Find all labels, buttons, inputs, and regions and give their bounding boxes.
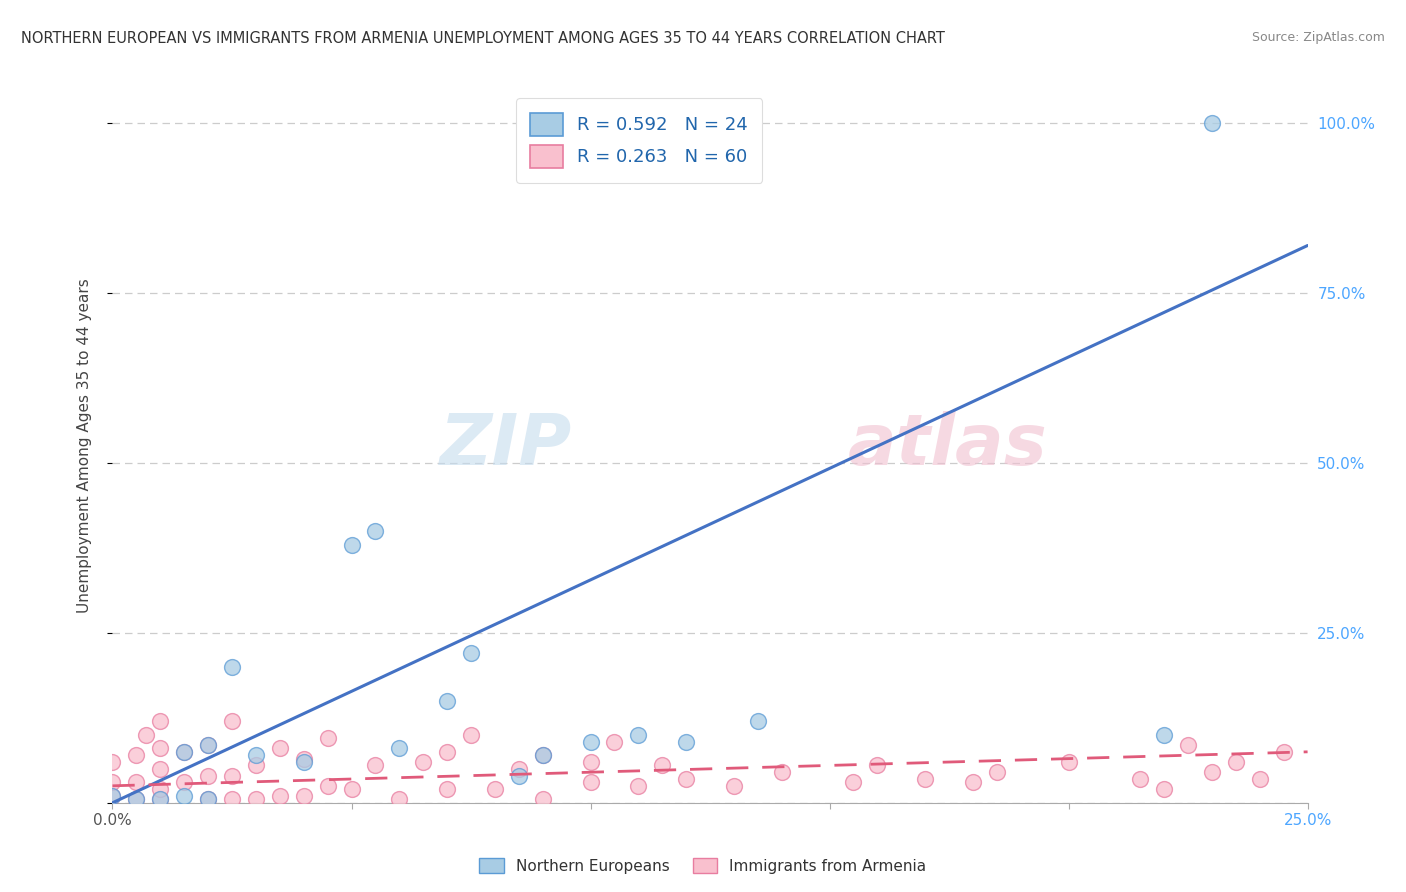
Point: [173, 775, 195, 789]
Point: [1153, 782, 1175, 797]
Point: [173, 745, 195, 759]
Point: [292, 755, 315, 769]
Point: [579, 775, 602, 789]
Point: [149, 782, 172, 797]
Point: [149, 714, 172, 729]
Point: [245, 748, 267, 763]
Point: [388, 792, 411, 806]
Point: [436, 745, 458, 759]
Point: [651, 758, 673, 772]
Point: [101, 789, 124, 803]
Text: ZIP: ZIP: [440, 411, 572, 481]
Point: [197, 792, 219, 806]
Point: [149, 762, 172, 776]
Point: [579, 755, 602, 769]
Point: [125, 792, 148, 806]
Point: [316, 731, 339, 746]
Point: [1129, 772, 1152, 786]
Point: [340, 782, 363, 797]
Legend: R = 0.592   N = 24, R = 0.263   N = 60: R = 0.592 N = 24, R = 0.263 N = 60: [516, 98, 762, 183]
Point: [101, 775, 124, 789]
Point: [579, 734, 602, 748]
Legend: Northern Europeans, Immigrants from Armenia: Northern Europeans, Immigrants from Arme…: [474, 852, 932, 880]
Point: [197, 738, 219, 752]
Point: [364, 758, 387, 772]
Point: [197, 738, 219, 752]
Point: [914, 772, 936, 786]
Point: [986, 765, 1008, 780]
Point: [675, 772, 697, 786]
Point: [531, 792, 554, 806]
Point: [149, 741, 172, 756]
Point: [149, 792, 172, 806]
Point: [675, 734, 697, 748]
Text: NORTHERN EUROPEAN VS IMMIGRANTS FROM ARMENIA UNEMPLOYMENT AMONG AGES 35 TO 44 YE: NORTHERN EUROPEAN VS IMMIGRANTS FROM ARM…: [21, 31, 945, 46]
Point: [531, 748, 554, 763]
Point: [723, 779, 745, 793]
Y-axis label: Unemployment Among Ages 35 to 44 years: Unemployment Among Ages 35 to 44 years: [77, 278, 91, 614]
Point: [412, 755, 434, 769]
Point: [555, 116, 578, 130]
Point: [1057, 755, 1080, 769]
Point: [388, 741, 411, 756]
Point: [747, 714, 769, 729]
Point: [1177, 738, 1199, 752]
Point: [221, 792, 243, 806]
Point: [245, 792, 267, 806]
Point: [101, 755, 124, 769]
Point: [484, 782, 506, 797]
Text: atlas: atlas: [848, 411, 1047, 481]
Point: [1225, 755, 1247, 769]
Point: [866, 758, 889, 772]
Point: [197, 769, 219, 783]
Point: [1249, 772, 1271, 786]
Point: [436, 694, 458, 708]
Text: Source: ZipAtlas.com: Source: ZipAtlas.com: [1251, 31, 1385, 45]
Point: [436, 782, 458, 797]
Point: [269, 789, 291, 803]
Point: [173, 745, 195, 759]
Point: [149, 792, 172, 806]
Point: [269, 741, 291, 756]
Point: [1272, 745, 1295, 759]
Point: [770, 765, 793, 780]
Point: [245, 758, 267, 772]
Point: [135, 728, 157, 742]
Point: [125, 775, 148, 789]
Point: [460, 728, 482, 742]
Point: [627, 728, 650, 742]
Point: [221, 660, 243, 674]
Point: [292, 789, 315, 803]
Point: [1201, 116, 1223, 130]
Point: [197, 792, 219, 806]
Point: [460, 646, 482, 660]
Point: [125, 748, 148, 763]
Point: [221, 714, 243, 729]
Point: [316, 779, 339, 793]
Point: [508, 762, 530, 776]
Point: [292, 751, 315, 765]
Point: [173, 789, 195, 803]
Point: [340, 537, 363, 551]
Point: [508, 769, 530, 783]
Point: [531, 748, 554, 763]
Point: [101, 789, 124, 803]
Point: [1201, 765, 1223, 780]
Point: [364, 524, 387, 538]
Point: [627, 779, 650, 793]
Point: [1153, 728, 1175, 742]
Point: [842, 775, 865, 789]
Point: [221, 769, 243, 783]
Point: [603, 734, 626, 748]
Point: [962, 775, 984, 789]
Point: [125, 792, 148, 806]
